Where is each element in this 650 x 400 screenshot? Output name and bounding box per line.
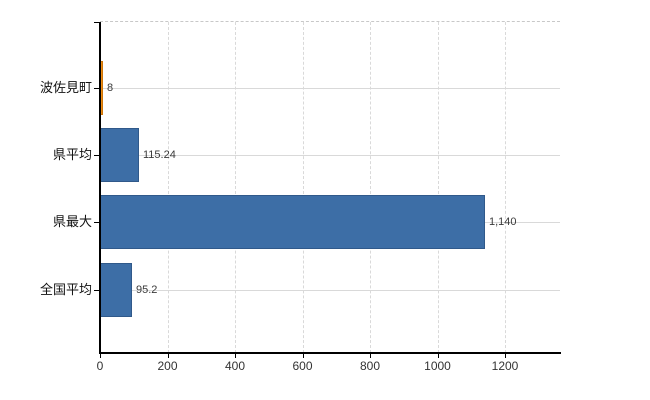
y-gridline xyxy=(100,289,560,291)
x-gridline xyxy=(370,22,371,353)
x-tick-label: 1200 xyxy=(491,359,519,373)
x-axis-tick xyxy=(235,353,236,358)
category-label: 県平均 xyxy=(52,147,92,163)
y-gridline xyxy=(100,88,560,89)
x-tick-label: 1000 xyxy=(424,359,451,373)
value-label: 115.24 xyxy=(143,149,176,162)
category-label: 県最大 xyxy=(52,214,92,230)
x-tick-label: 400 xyxy=(224,359,246,373)
value-label: 95.2 xyxy=(136,283,158,296)
y-axis-tick xyxy=(94,88,100,89)
x-axis-line xyxy=(99,352,561,354)
value-label: 1,140 xyxy=(489,216,517,229)
x-axis-tick xyxy=(505,353,506,358)
x-axis-tick xyxy=(437,353,439,358)
x-tick-label: 800 xyxy=(359,359,381,373)
bar-2 xyxy=(100,195,485,250)
plot-top-border xyxy=(100,21,560,22)
x-axis-tick xyxy=(167,353,169,358)
x-tick-label: 0 xyxy=(96,359,104,373)
x-tick-label: 600 xyxy=(292,359,313,373)
x-axis-tick xyxy=(370,353,371,358)
y-axis-tick xyxy=(94,155,100,157)
x-gridline xyxy=(437,22,439,353)
category-label: 波佐見町 xyxy=(39,80,92,95)
y-axis-tick xyxy=(94,222,100,224)
bar-0 xyxy=(100,61,103,115)
value-label: 8 xyxy=(107,82,114,94)
y-gridline xyxy=(100,155,560,157)
category-label: 全国平均 xyxy=(39,281,92,297)
bar-1 xyxy=(100,128,139,183)
x-gridline xyxy=(167,22,169,353)
x-axis-tick xyxy=(100,353,101,358)
y-axis-line xyxy=(99,22,101,353)
x-gridline xyxy=(505,22,506,353)
x-gridline xyxy=(302,22,304,353)
y-axis-tick xyxy=(94,289,100,291)
x-gridline xyxy=(235,22,236,353)
bar-3 xyxy=(100,262,132,317)
x-tick-label: 200 xyxy=(157,359,178,373)
x-axis-tick xyxy=(302,353,304,358)
y-axis-top-tick xyxy=(94,22,100,23)
